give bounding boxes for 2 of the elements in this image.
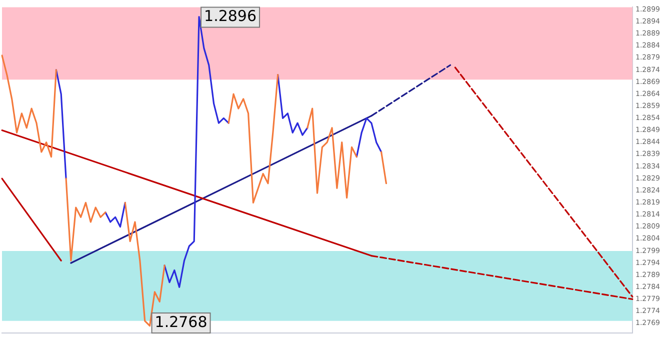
annotation: 1.2768: [154, 312, 208, 331]
annotation: 1.2896: [204, 7, 257, 26]
